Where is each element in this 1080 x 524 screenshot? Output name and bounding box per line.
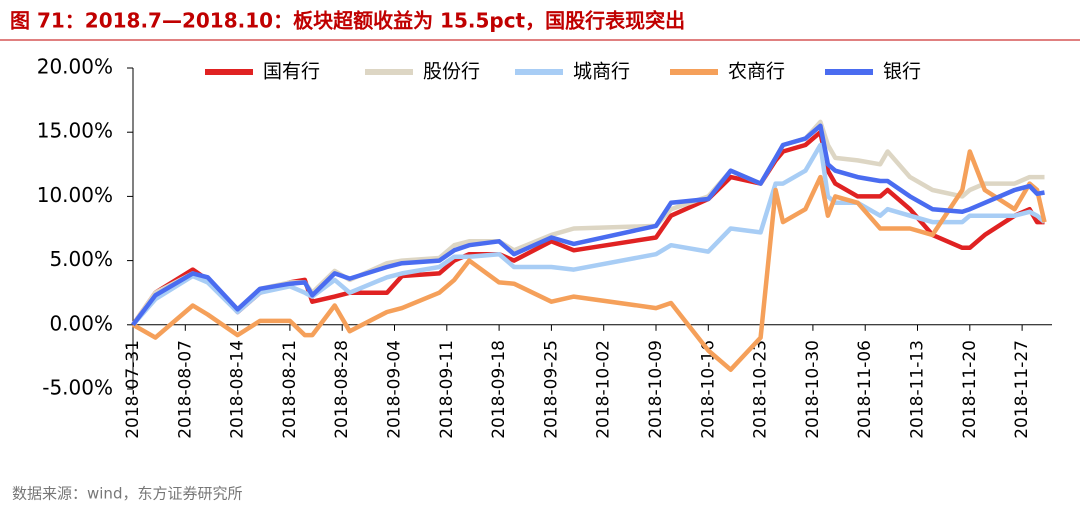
series-line	[131, 149, 1047, 372]
x-tick-label: 2018-09-18	[489, 340, 509, 439]
x-tick-label: 2018-11-27	[1012, 340, 1032, 439]
legend-label: 农商行	[728, 61, 785, 83]
legend-label: 股份行	[423, 61, 480, 83]
x-tick-label: 2018-10-09	[646, 340, 666, 439]
y-tick-label: 0.00%	[49, 311, 113, 335]
x-tick-label: 2018-09-11	[437, 340, 457, 439]
y-tick-label: 20.00%	[37, 55, 113, 79]
chart-title: 图 71：2018.7—2018.10：板块超额收益为 15.5pct，国股行表…	[10, 9, 685, 33]
x-tick-label: 2018-11-06	[855, 340, 875, 439]
legend-label: 国有行	[263, 61, 320, 83]
x-tick-label: 2018-08-28	[332, 340, 352, 439]
x-tick-label: 2018-09-04	[385, 340, 405, 439]
x-tick-label: 2018-08-21	[280, 340, 300, 439]
x-tick-label: 2018-09-25	[541, 340, 561, 439]
x-tick-label: 2018-10-16	[698, 340, 718, 439]
x-tick-label: 2018-08-07	[175, 340, 195, 439]
series-line	[131, 142, 1046, 327]
x-tick-label: 2018-11-20	[960, 340, 980, 439]
legend-label: 城商行	[573, 61, 630, 83]
y-tick-label: 15.00%	[37, 119, 113, 143]
series-line	[131, 119, 1045, 327]
source-note: 数据来源：wind，东方证券研究所	[12, 485, 242, 503]
x-tick-label: 2018-10-30	[803, 340, 823, 439]
x-tick-label: 2018-10-02	[594, 340, 614, 439]
x-tick-label: 2018-07-31	[123, 340, 143, 439]
y-tick-label: -5.00%	[42, 376, 113, 400]
y-tick-label: 10.00%	[37, 183, 113, 207]
legend-label: 银行	[883, 61, 921, 83]
y-tick-label: 5.00%	[49, 247, 113, 271]
x-tick-label: 2018-10-23	[751, 340, 771, 439]
series-line	[131, 123, 1045, 327]
x-tick-label: 2018-08-14	[228, 340, 248, 439]
x-tick-label: 2018-11-13	[908, 340, 928, 439]
